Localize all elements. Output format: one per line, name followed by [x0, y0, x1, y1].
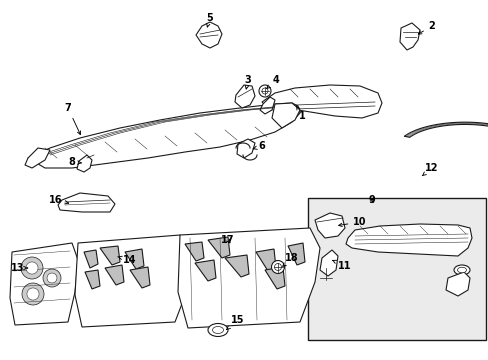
Polygon shape [271, 103, 299, 128]
Bar [307, 198, 485, 340]
Ellipse shape [207, 324, 227, 337]
Polygon shape [262, 85, 381, 118]
Circle shape [271, 261, 284, 274]
Polygon shape [196, 22, 222, 48]
Circle shape [43, 269, 61, 287]
Text: 11: 11 [332, 260, 351, 271]
Text: 16: 16 [49, 195, 68, 205]
Polygon shape [100, 246, 120, 265]
Ellipse shape [457, 267, 466, 273]
Text: 2: 2 [417, 21, 434, 34]
Circle shape [22, 283, 44, 305]
Text: 8: 8 [68, 157, 81, 167]
Text: 12: 12 [422, 163, 438, 176]
Circle shape [259, 85, 270, 97]
Text: 3: 3 [244, 75, 251, 89]
Text: 17: 17 [221, 235, 234, 245]
Polygon shape [256, 249, 275, 271]
Text: 4: 4 [266, 75, 279, 89]
Circle shape [47, 273, 57, 283]
Polygon shape [346, 224, 471, 256]
Polygon shape [58, 193, 115, 212]
Polygon shape [260, 97, 274, 114]
Text: 9: 9 [368, 195, 375, 205]
Polygon shape [75, 235, 190, 327]
Circle shape [274, 264, 281, 270]
Polygon shape [235, 85, 254, 108]
Polygon shape [178, 228, 319, 328]
Ellipse shape [212, 327, 223, 333]
Polygon shape [28, 103, 299, 168]
Polygon shape [195, 260, 216, 281]
Circle shape [26, 262, 38, 274]
Polygon shape [25, 148, 50, 168]
Polygon shape [85, 270, 100, 289]
Polygon shape [224, 255, 248, 277]
Polygon shape [319, 250, 337, 276]
Polygon shape [207, 237, 229, 258]
Polygon shape [287, 243, 305, 265]
Text: 1: 1 [296, 106, 305, 121]
Polygon shape [130, 267, 150, 288]
Ellipse shape [453, 265, 469, 275]
Polygon shape [184, 242, 203, 261]
Text: 13: 13 [11, 263, 27, 273]
Polygon shape [404, 122, 488, 137]
Text: 18: 18 [282, 253, 298, 266]
Polygon shape [237, 139, 254, 158]
Polygon shape [445, 272, 469, 296]
Polygon shape [84, 250, 98, 268]
Text: 10: 10 [338, 217, 366, 227]
Circle shape [27, 288, 39, 300]
Circle shape [262, 88, 267, 94]
Text: 5: 5 [206, 13, 213, 27]
Polygon shape [399, 23, 419, 50]
Polygon shape [125, 249, 143, 269]
Text: 6: 6 [253, 141, 265, 151]
Text: 14: 14 [118, 255, 137, 265]
Polygon shape [264, 267, 285, 289]
Circle shape [21, 257, 43, 279]
Polygon shape [77, 155, 92, 172]
Polygon shape [105, 265, 124, 285]
Text: 15: 15 [226, 315, 244, 330]
Polygon shape [10, 243, 78, 325]
Polygon shape [314, 213, 345, 238]
Text: 7: 7 [64, 103, 81, 135]
